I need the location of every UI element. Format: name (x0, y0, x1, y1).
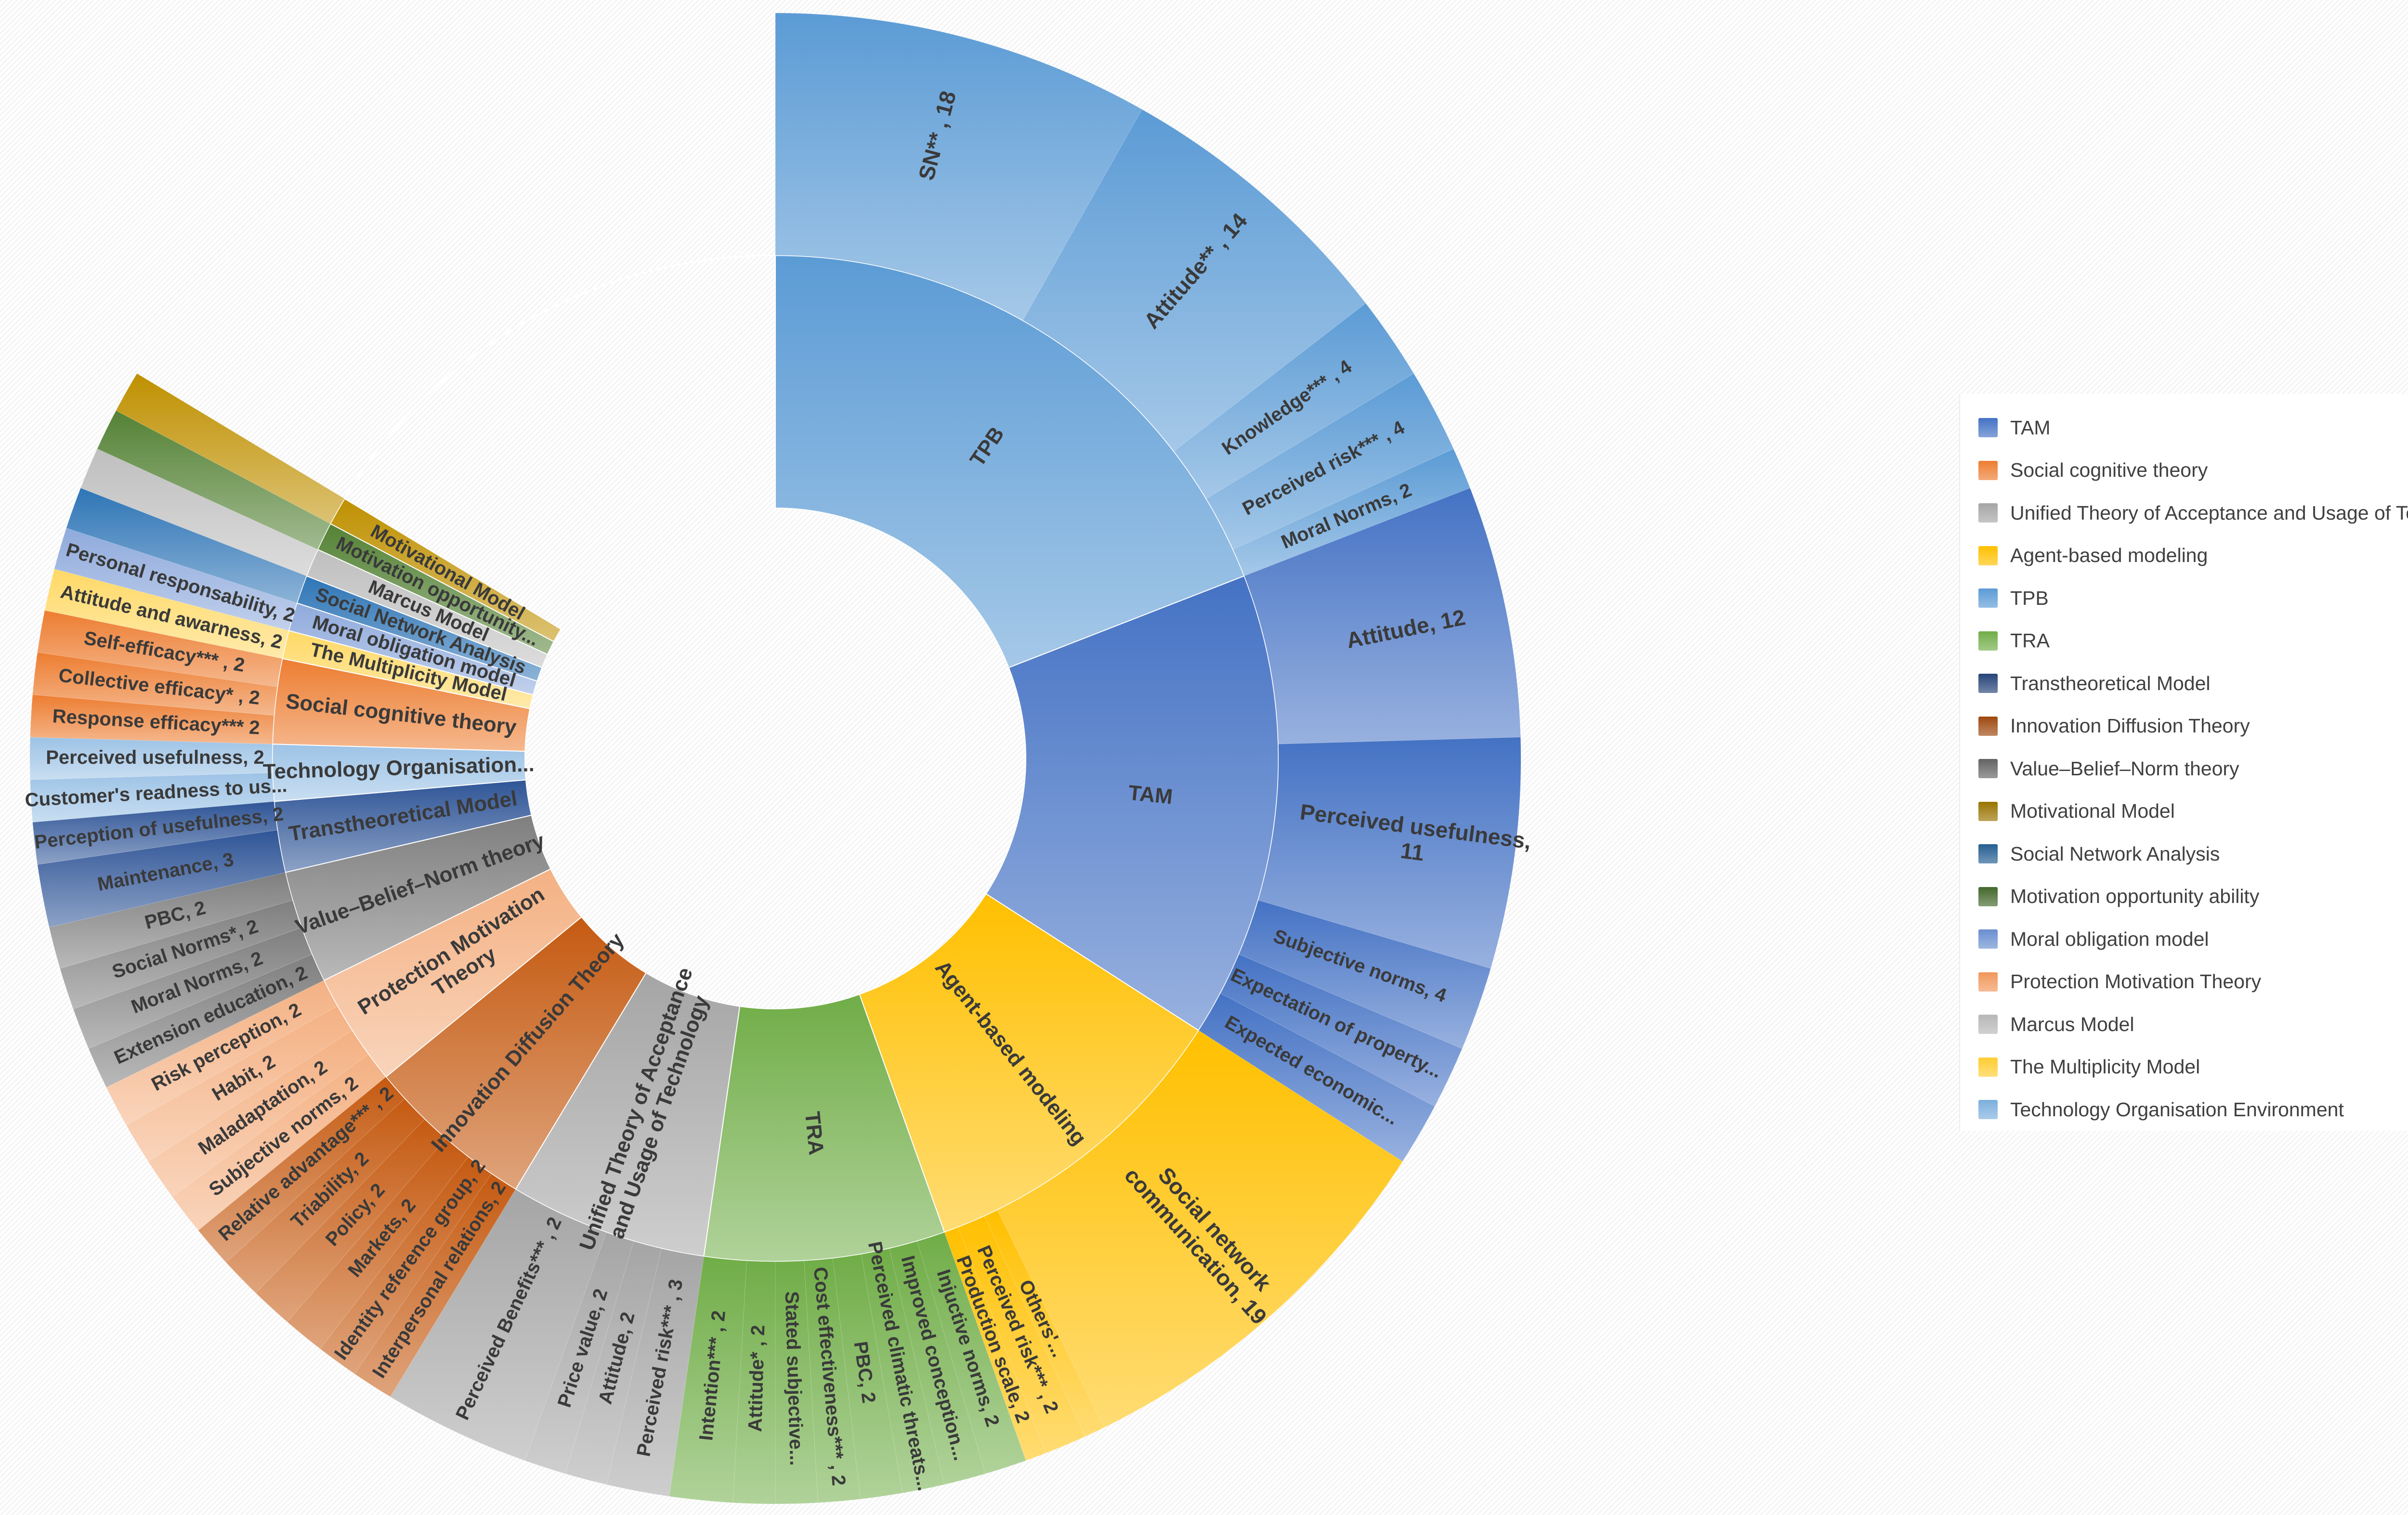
outer-segment-moral-obligation-model-0[interactable] (54, 528, 297, 631)
legend-label: Marcus Model (2010, 1013, 2134, 1035)
legend-item-value-belief-norm-theory[interactable]: Value–Belief–Norm theory (1978, 754, 2239, 783)
legend-label: Social cognitive theory (2010, 459, 2208, 481)
outer-segment-protection-motivation-theory-1[interactable] (148, 1030, 368, 1197)
legend-swatch (1978, 674, 1998, 693)
legend-label: Unified Theory of Acceptance and Usage o… (2010, 501, 2408, 524)
legend-item-moral-obligation-model[interactable]: Moral obligation model (1978, 925, 2209, 953)
legend-label: Innovation Diffusion Theory (2010, 715, 2250, 737)
outer-label-stated-subjective: Stated subjective... (781, 1291, 807, 1466)
outer-label-attitude-2: Attitude* , 2 (745, 1325, 769, 1432)
legend-swatch (1978, 1015, 1998, 1034)
legend-swatch (1978, 503, 1998, 522)
outer-segment-tam-0[interactable] (1244, 487, 1521, 744)
legend-swatch (1978, 1057, 1998, 1077)
legend-item-motivation-opportunity-ability[interactable]: Motivation opportunity ability (1978, 882, 2259, 911)
legend-item-social-cognitive-theory[interactable]: Social cognitive theory (1978, 456, 2208, 485)
legend: TAM Social cognitive theory Unified Theory… (1959, 394, 2408, 1131)
inner-ring (271, 254, 1280, 1263)
legend-item-agent-based-modeling[interactable]: Agent-based modeling (1978, 541, 2208, 570)
outer-segment-tam-1[interactable] (1258, 737, 1521, 969)
legend-swatch (1978, 460, 1998, 480)
legend-item-motivational-model[interactable]: Motivational Model (1978, 797, 2175, 826)
outer-segment-tra-7[interactable] (669, 1256, 747, 1503)
outer-segment-innovation-diffusion-theory-0[interactable] (354, 1174, 516, 1397)
legend-item-social-network-analysis[interactable]: Social Network Analysis (1978, 839, 2220, 868)
legend-label: The Multiplicity Model (2010, 1056, 2200, 1078)
legend-label: Protection Motivation Theory (2010, 970, 2262, 993)
legend-label: Technology Organisation Environment (2010, 1098, 2344, 1121)
legend-swatch (1978, 418, 1998, 437)
outer-segment-value-belief-norm-theory-0[interactable] (88, 954, 324, 1088)
outer-segment-technology-organisation-1[interactable] (29, 737, 273, 780)
legend-swatch (1978, 887, 1998, 906)
outer-segment-social-cognitive-theory-1[interactable] (32, 652, 277, 716)
outer-segment-value-belief-norm-theory-1[interactable] (73, 927, 312, 1049)
legend-label: TPB (2010, 587, 2049, 609)
outer-segment-innovation-diffusion-theory-5[interactable] (198, 1077, 405, 1263)
legend-swatch (1978, 844, 1998, 863)
outer-segment-unified-theory-of-acceptance-and-usage-of-technology-1[interactable] (565, 1241, 662, 1485)
outer-segment-value-belief-norm-theory-3[interactable] (49, 872, 293, 969)
legend-label: Motivation opportunity ability (2010, 885, 2260, 907)
legend-label: TAM (2010, 416, 2051, 439)
outer-segment-protection-motivation-theory-0[interactable] (172, 1054, 386, 1231)
legend-item-marcus-model[interactable]: Marcus Model (1978, 1010, 2134, 1039)
outer-ring (29, 13, 1521, 1504)
inner-label-tam: TAM (1127, 781, 1174, 809)
outer-label-perceived-usefulness-2: Perceived usefulness, 2 (46, 747, 264, 768)
outer-segment-innovation-diffusion-theory-1[interactable] (320, 1157, 492, 1374)
outer-segment-tpb-0[interactable] (775, 13, 1142, 321)
inner-label-tra: TRA (800, 1110, 828, 1156)
outer-segment-innovation-diffusion-theory-4[interactable] (226, 1098, 425, 1293)
outer-segment-tam-4[interactable] (1198, 993, 1435, 1162)
legend-item-unified-theory-of-acceptance-and-usage-of-technology[interactable]: Unified Theory of Acceptance and Usage o… (1978, 498, 2408, 527)
outer-segment-social-network-analysis-0[interactable] (66, 487, 307, 603)
legend-label: Value–Belief–Norm theory (2010, 757, 2239, 780)
outer-segment-tra-1[interactable] (889, 1241, 986, 1485)
legend-swatch (1978, 1100, 1998, 1119)
legend-label: Motivational Model (2010, 800, 2175, 822)
legend-label: TRA (2010, 629, 2050, 652)
legend-item-transtheoretical-model[interactable]: Transtheoretical Model (1978, 669, 2211, 698)
legend-item-tam[interactable]: TAM (1978, 413, 2051, 442)
legend-label: Agent-based modeling (2010, 544, 2208, 566)
outer-segment-motivational-model-0[interactable] (116, 373, 345, 524)
legend-swatch (1978, 929, 1998, 949)
legend-item-the-multiplicity-model[interactable]: The Multiplicity Model (1978, 1053, 2200, 1082)
outer-segment-value-belief-norm-theory-2[interactable] (60, 900, 302, 1009)
outer-segment-transtheoretical-model-1[interactable] (32, 801, 277, 865)
legend-swatch (1978, 631, 1998, 651)
outer-segment-tra-2[interactable] (861, 1248, 944, 1493)
outer-segment-unified-theory-of-acceptance-and-usage-of-technology-3[interactable] (390, 1189, 607, 1461)
outer-segment-agent-based-modeling-0[interactable] (997, 1030, 1403, 1428)
legend-swatch (1978, 759, 1998, 778)
legend-label: Transtheoretical Model (2010, 672, 2211, 694)
legend-item-tpb[interactable]: TPB (1978, 584, 2049, 613)
legend-swatch (1978, 546, 1998, 565)
legend-swatch (1978, 801, 1998, 821)
outer-segment-tpb-2[interactable] (1174, 303, 1414, 499)
legend-item-protection-motivation-theory[interactable]: Protection Motivation Theory (1978, 967, 2261, 996)
outer-segment-tpb-1[interactable] (1022, 109, 1366, 452)
legend-label: Social Network Analysis (2010, 842, 2220, 865)
outer-segment-tra-0[interactable] (917, 1232, 1026, 1474)
outer-segment-protection-motivation-theory-3[interactable] (106, 980, 338, 1125)
legend-swatch (1978, 972, 1998, 992)
legend-item-tra[interactable]: TRA (1978, 627, 2050, 655)
outer-segment-innovation-diffusion-theory-2[interactable] (287, 1138, 469, 1349)
legend-label: Moral obligation model (2010, 927, 2209, 950)
legend-item-technology-organisation-environment[interactable]: Technology Organisation Environment (1978, 1095, 2344, 1124)
legend-swatch (1978, 588, 1998, 608)
legend-swatch (1978, 716, 1998, 736)
outer-segment-unified-theory-of-acceptance-and-usage-of-technology-2[interactable] (524, 1232, 634, 1474)
outer-segment-innovation-diffusion-theory-3[interactable] (255, 1119, 446, 1322)
outer-segment-tra-4[interactable] (804, 1258, 861, 1503)
legend-item-innovation-diffusion-theory[interactable]: Innovation Diffusion Theory (1978, 712, 2250, 741)
